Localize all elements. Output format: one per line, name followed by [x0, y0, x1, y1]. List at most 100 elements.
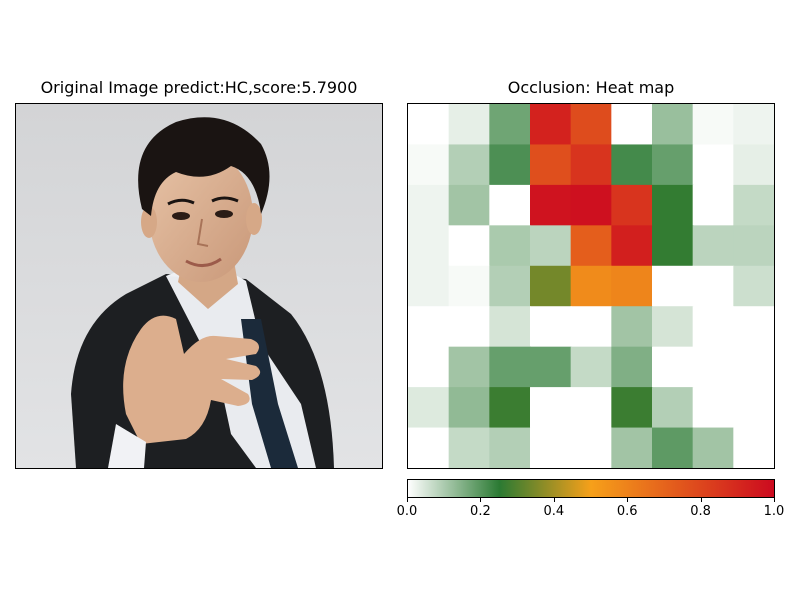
heatmap-cell-6-5 — [611, 346, 653, 388]
heatmap-cell-2-6 — [652, 184, 694, 227]
heatmap-cell-2-2 — [489, 184, 531, 227]
heatmap-cell-1-0 — [408, 144, 450, 186]
heatmap-cell-4-1 — [448, 265, 491, 308]
heatmap-cell-6-4 — [570, 346, 613, 388]
heatmap-cell-8-8 — [733, 427, 774, 468]
person-photo — [16, 104, 382, 468]
heatmap-cell-0-5 — [611, 104, 653, 146]
heatmap-cell-2-3 — [530, 184, 572, 227]
colorbar-tick-mark — [480, 498, 482, 502]
image-title: Original Image predict:HC,score:5.7900 — [40, 78, 358, 97]
colorbar-tick-mark — [700, 498, 702, 502]
heatmap-cell-1-3 — [530, 144, 572, 186]
heatmap-cell-2-7 — [692, 184, 735, 227]
heatmap-cell-3-2 — [489, 225, 531, 267]
heatmap-cell-8-6 — [652, 427, 694, 468]
heatmap-cell-0-8 — [733, 104, 774, 146]
heatmap-cell-3-5 — [611, 225, 653, 267]
heatmap-cell-8-5 — [611, 427, 653, 468]
heatmap-cell-1-6 — [652, 144, 694, 186]
colorbar-tick-label: 0.2 — [470, 504, 491, 519]
heatmap-cell-3-0 — [408, 225, 450, 267]
heatmap-cell-7-4 — [570, 387, 613, 429]
heatmap-cell-3-1 — [448, 225, 491, 267]
heatmap-cell-6-7 — [692, 346, 735, 388]
heatmap-cell-2-4 — [570, 184, 613, 227]
colorbar-tick-label: 1.0 — [763, 504, 785, 519]
heatmap-cell-6-3 — [530, 346, 572, 388]
heatmap-cell-3-3 — [530, 225, 572, 267]
colorbar-tick-mark — [553, 498, 555, 502]
heatmap-cell-1-7 — [692, 144, 735, 186]
heatmap-grid — [408, 104, 774, 468]
heatmap-cell-7-1 — [448, 387, 491, 429]
heatmap-cell-2-5 — [611, 184, 653, 227]
heatmap-cell-7-8 — [733, 387, 774, 429]
heatmap-cell-8-1 — [448, 427, 491, 468]
heatmap-cell-3-6 — [652, 225, 694, 267]
heatmap-cell-7-3 — [530, 387, 572, 429]
heatmap-cell-5-1 — [448, 306, 491, 348]
heatmap-cell-1-4 — [570, 144, 613, 186]
heatmap-cell-4-7 — [692, 265, 735, 308]
heatmap-cell-8-0 — [408, 427, 450, 468]
heatmap-cell-5-4 — [570, 306, 613, 348]
heatmap-cell-4-3 — [530, 265, 572, 308]
heatmap-cell-8-7 — [692, 427, 735, 468]
heatmap-cell-6-0 — [408, 346, 450, 388]
heatmap-cell-8-4 — [570, 427, 613, 468]
heatmap-cell-0-1 — [448, 104, 491, 146]
heatmap-cell-5-5 — [611, 306, 653, 348]
heatmap-cell-4-0 — [408, 265, 450, 308]
heatmap-cell-2-0 — [408, 184, 450, 227]
heatmap — [407, 103, 775, 469]
heatmap-cell-0-3 — [530, 104, 572, 146]
heatmap-cell-0-2 — [489, 104, 531, 146]
colorbar — [407, 479, 775, 498]
heatmap-cell-2-8 — [733, 184, 774, 227]
heatmap-cell-3-7 — [692, 225, 735, 267]
heatmap-cell-5-8 — [733, 306, 774, 348]
heatmap-title: Occlusion: Heat map — [507, 78, 675, 97]
colorbar-tick-mark — [407, 498, 408, 502]
heatmap-cell-1-1 — [448, 144, 491, 186]
heatmap-cell-7-5 — [611, 387, 653, 429]
heatmap-cell-1-5 — [611, 144, 653, 186]
heatmap-cell-3-8 — [733, 225, 774, 267]
colorbar-tick-label: 0.4 — [543, 504, 565, 519]
heatmap-cell-6-6 — [652, 346, 694, 388]
heatmap-cell-5-3 — [530, 306, 572, 348]
heatmap-cell-4-2 — [489, 265, 531, 308]
heatmap-cell-0-0 — [408, 104, 450, 146]
heatmap-cell-8-2 — [489, 427, 531, 468]
heatmap-cell-2-1 — [448, 184, 491, 227]
colorbar-tick-label: 0.8 — [690, 504, 711, 519]
heatmap-cell-4-8 — [733, 265, 774, 308]
heatmap-cell-5-0 — [408, 306, 450, 348]
heatmap-cell-7-7 — [692, 387, 735, 429]
heatmap-cell-5-2 — [489, 306, 531, 348]
heatmap-cell-7-0 — [408, 387, 450, 429]
colorbar-tick-mark — [774, 498, 775, 502]
heatmap-cell-0-7 — [692, 104, 735, 146]
heatmap-cell-4-5 — [611, 265, 653, 308]
heatmap-cell-4-4 — [570, 265, 613, 308]
colorbar-tick-label: 0.6 — [616, 504, 638, 519]
heatmap-cell-6-2 — [489, 346, 531, 388]
heatmap-cell-3-4 — [570, 225, 613, 267]
heatmap-cell-6-1 — [448, 346, 491, 388]
heatmap-cell-6-8 — [733, 346, 774, 388]
heatmap-cell-0-6 — [652, 104, 694, 146]
heatmap-cell-1-2 — [489, 144, 531, 186]
heatmap-cell-1-8 — [733, 144, 774, 186]
original-image — [15, 103, 383, 469]
heatmap-cell-4-6 — [652, 265, 694, 308]
colorbar-tick-mark — [627, 498, 629, 502]
heatmap-cell-5-6 — [652, 306, 694, 348]
heatmap-cell-8-3 — [530, 427, 572, 468]
heatmap-cell-5-7 — [692, 306, 735, 348]
colorbar-tick-label: 0.0 — [396, 504, 418, 519]
heatmap-cell-7-2 — [489, 387, 531, 429]
heatmap-cell-0-4 — [570, 104, 613, 146]
heatmap-cell-7-6 — [652, 387, 694, 429]
